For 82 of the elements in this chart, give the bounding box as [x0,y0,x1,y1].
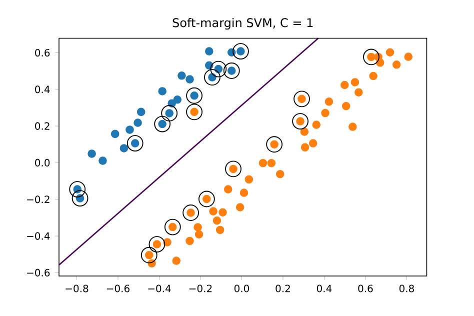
x-tick-label: −0.4 [148,284,171,292]
point [69,181,86,198]
y-tick-label: 0.6 [35,48,50,57]
point [110,130,120,138]
point [294,90,310,108]
point [186,236,194,246]
point [321,108,330,118]
point [178,72,186,80]
point [182,204,199,221]
point [136,108,146,116]
point [216,226,224,234]
point [154,116,171,132]
y-tick-label: −0.6 [27,268,50,276]
y-tick-label: 0.4 [35,86,50,94]
point [161,105,178,122]
point [276,170,284,178]
point [205,61,214,70]
point [163,238,172,246]
point [324,98,334,106]
point [205,47,214,56]
point [232,43,249,60]
y-tick-label: −0.4 [27,232,50,240]
point [266,136,283,153]
point [348,122,357,131]
point [212,216,222,225]
point [98,156,107,165]
point [186,75,194,84]
x-tick-label: 0.8 [399,284,414,292]
point [210,60,227,78]
x-tick-label: −0.6 [106,284,130,292]
y-tick-label: 0.0 [35,158,50,166]
point [350,78,360,86]
point [88,150,96,158]
y-tick-label: −0.2 [27,196,50,204]
point [140,246,158,264]
point [194,230,204,239]
point [186,104,202,120]
point [267,158,276,168]
point [386,48,394,57]
point [198,190,215,208]
point [218,208,227,217]
point [223,62,240,79]
x-tick-label: −0.8 [66,284,88,292]
point [244,175,254,184]
point [300,128,309,136]
point [300,143,310,152]
point [194,223,202,232]
point [354,88,363,96]
x-tick-label: −0.2 [189,284,212,292]
point [292,113,309,130]
point [148,236,166,252]
x-tick-label: 0.4 [316,284,332,292]
point [258,158,268,168]
point [126,135,144,152]
point [164,218,181,236]
point [342,102,350,110]
point [392,60,401,69]
point [209,207,218,216]
point [224,185,232,194]
point [120,144,128,152]
point [204,69,220,86]
chart-title: Soft-margin SVM, C = 1 [172,18,313,30]
point [369,72,378,80]
point [308,139,318,148]
point [186,87,202,104]
point [404,52,413,61]
point [134,118,142,127]
x-tick-label: 0.2 [276,284,290,292]
point [173,96,182,104]
x-tick-label: 0.0 [234,284,250,292]
point [158,87,166,96]
point [172,256,180,265]
point [236,203,244,212]
point [363,48,380,66]
x-tick-label: 0.6 [358,284,373,292]
point [126,126,134,134]
point [72,190,88,206]
point [240,188,248,197]
y-tick-label: 0.2 [35,122,50,130]
point [225,160,242,178]
point [312,120,321,129]
point [340,80,349,90]
